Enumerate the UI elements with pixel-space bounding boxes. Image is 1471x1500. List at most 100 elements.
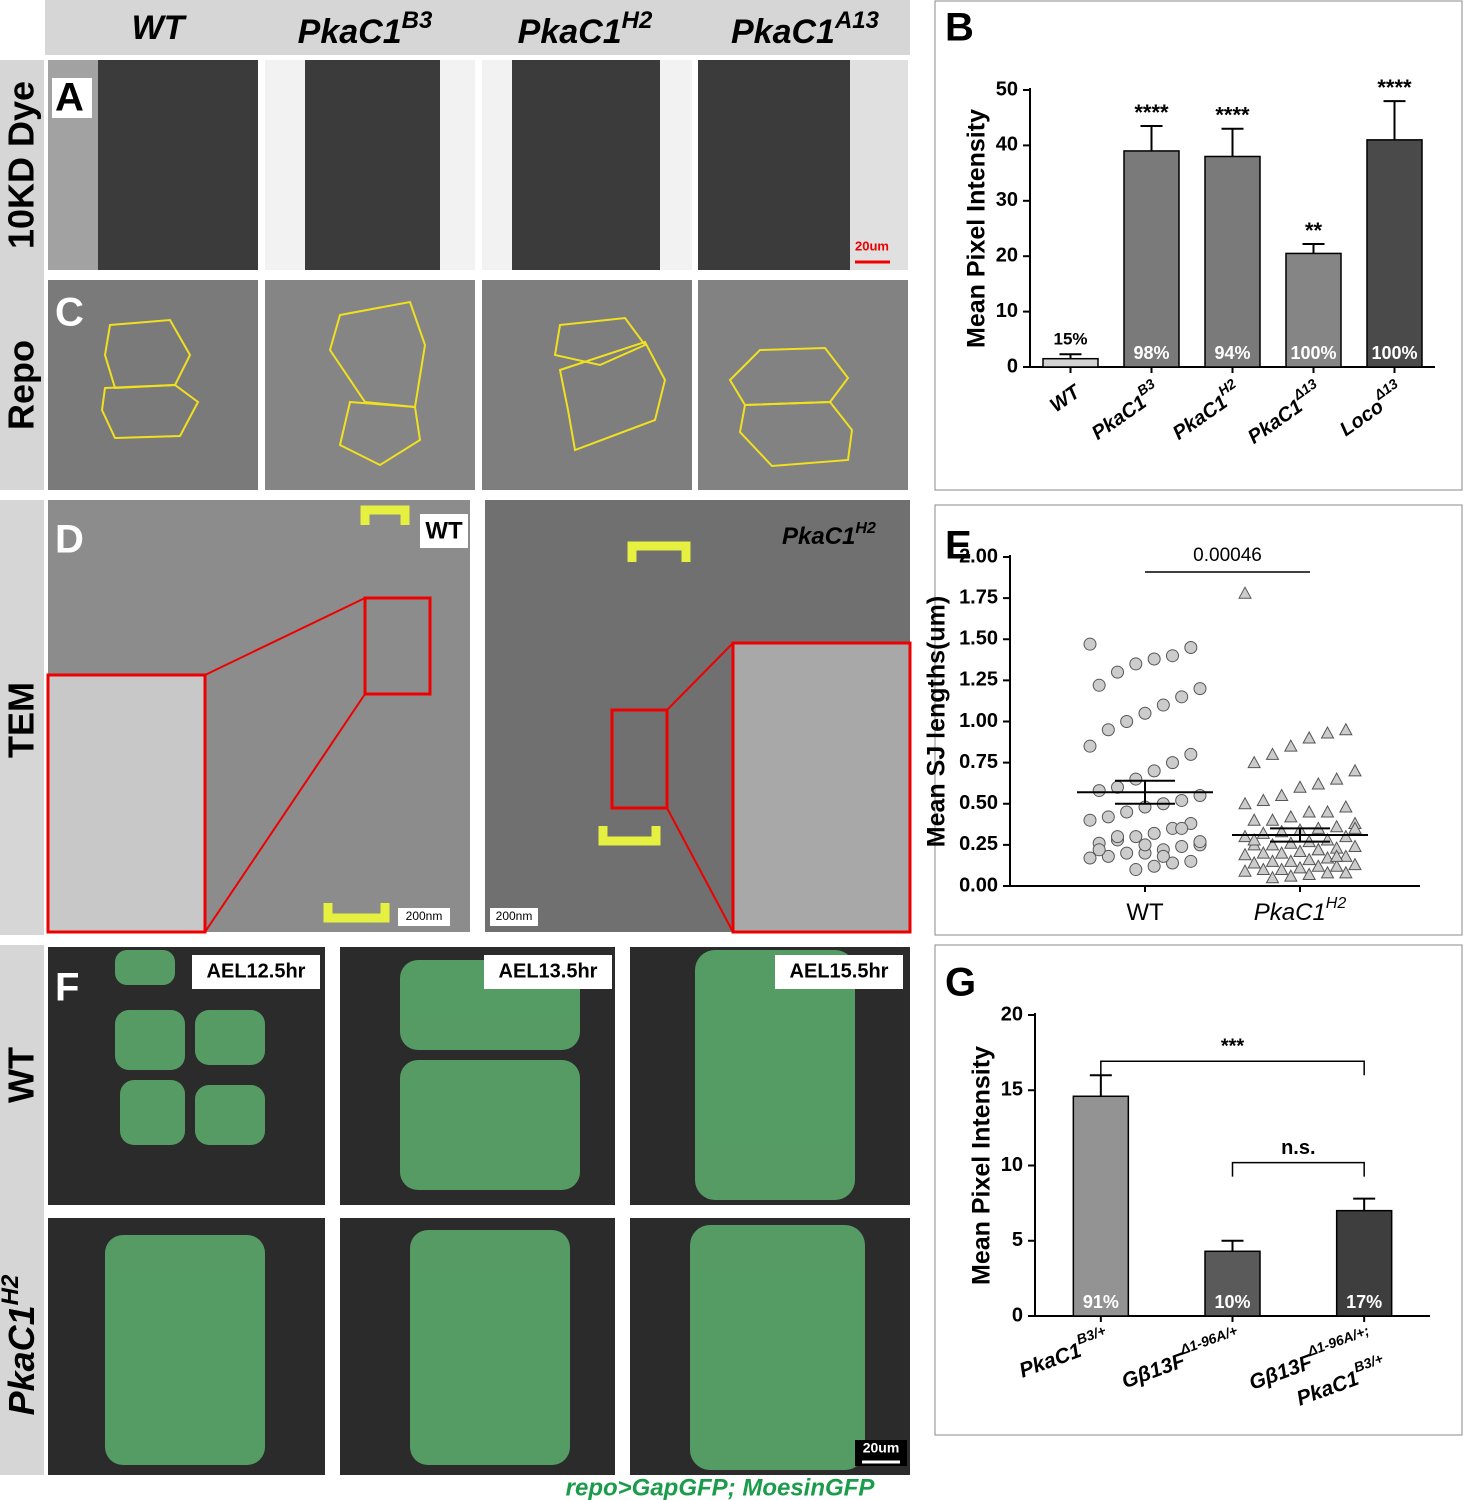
zoom-line	[204, 693, 366, 933]
category-label: Gβ13FΔ1-96A/+	[1116, 1322, 1244, 1393]
point	[1092, 678, 1106, 692]
zoom-box	[610, 708, 669, 810]
tem-label: WT	[425, 517, 463, 544]
outline	[338, 400, 422, 467]
point	[1311, 842, 1326, 856]
percent-label: 100%	[1371, 343, 1417, 363]
point	[1338, 865, 1353, 879]
panel-label: G	[945, 961, 976, 1005]
row-label-bar	[0, 60, 44, 490]
comparison-bracket	[1100, 1060, 1365, 1076]
point	[1320, 725, 1335, 739]
image-row-a	[48, 60, 908, 270]
zoom-line	[666, 807, 734, 933]
y-tick-label: 30	[996, 189, 1018, 211]
point	[1256, 793, 1271, 806]
micrograph	[482, 280, 692, 490]
point	[1083, 637, 1097, 651]
micrograph	[482, 60, 692, 270]
image-edge	[440, 60, 475, 270]
time-label: AEL12.5hr	[207, 960, 306, 982]
y-axis-title: Mean Pixel Intensity	[963, 109, 991, 348]
category-label: PkaC1B3/+	[1014, 1322, 1113, 1382]
point	[1120, 805, 1134, 819]
significance: ****	[1215, 103, 1250, 128]
label-base: PkaC1	[1016, 1339, 1084, 1383]
y-tick-label: 10	[996, 300, 1018, 322]
row-label: WT	[1, 1047, 42, 1103]
category-label: PkaC1H2	[1254, 895, 1347, 926]
point	[1348, 821, 1362, 834]
label-sup: B3/+	[1074, 1322, 1108, 1347]
point	[1247, 813, 1262, 826]
point	[1083, 739, 1097, 753]
point	[1247, 832, 1262, 846]
point	[1256, 862, 1271, 876]
point	[1338, 799, 1353, 813]
point	[1311, 776, 1326, 790]
y-tick-label: 20	[1001, 1003, 1023, 1025]
tem-inset	[731, 641, 912, 934]
point	[1156, 698, 1170, 712]
point	[1265, 747, 1280, 760]
label-box	[484, 955, 612, 989]
point	[1129, 772, 1143, 786]
label-sup: H2	[1326, 895, 1347, 912]
point	[1120, 846, 1134, 860]
y-tick-label: 0.75	[959, 751, 998, 773]
point	[1338, 849, 1353, 862]
label-base: PkaC1	[1169, 392, 1232, 445]
label-box	[420, 514, 468, 548]
caption: repo>GapGFP; MoesinGFP	[566, 1474, 876, 1500]
point	[1138, 706, 1152, 720]
bar	[1366, 139, 1423, 368]
label-sup: Δ1-96A/+	[1177, 1322, 1239, 1358]
outline	[738, 400, 854, 468]
point	[1238, 864, 1252, 877]
glia	[195, 1085, 265, 1145]
significance: **	[1305, 218, 1323, 243]
point	[1302, 852, 1317, 866]
point	[1129, 830, 1143, 844]
point	[1247, 855, 1262, 869]
point	[1193, 835, 1207, 849]
glia	[115, 950, 175, 985]
outline	[553, 316, 647, 367]
header-base: PkaC1	[518, 13, 622, 51]
comparison-bracket	[1231, 1161, 1365, 1177]
bar	[1204, 155, 1261, 368]
panel-frame	[934, 0, 1463, 491]
point	[1238, 796, 1252, 810]
point	[1302, 867, 1317, 880]
point	[1348, 839, 1362, 853]
label-base: WT	[1046, 380, 1086, 417]
outline	[100, 383, 200, 440]
y-tick-label: 0.00	[959, 874, 998, 896]
point	[1283, 869, 1298, 882]
panel-label: D	[55, 518, 84, 562]
tem-label-base: PkaC1	[782, 523, 855, 550]
point	[1184, 747, 1198, 761]
category-label: PkaC1Δ13	[1240, 375, 1328, 449]
percent-label: 10%	[1214, 1292, 1250, 1312]
comparison-label: ***	[1221, 1035, 1245, 1057]
micrograph	[698, 280, 908, 490]
header-bar	[45, 0, 910, 55]
tem-label-sup: H2	[855, 520, 876, 537]
header-label: PkaC1A13	[731, 7, 880, 51]
point	[1193, 682, 1207, 696]
point	[1166, 856, 1179, 870]
zoom-line	[666, 642, 734, 711]
percent-label: 98%	[1133, 343, 1169, 363]
header-sup: A13	[834, 7, 880, 34]
sj-brackets	[323, 505, 691, 923]
image-edge	[482, 60, 512, 270]
glia	[115, 1010, 185, 1070]
scale-bar-label: 20um	[863, 1440, 900, 1456]
micrograph	[265, 280, 475, 490]
outline	[558, 340, 667, 452]
y-axis-title: Mean Pixel Intensity	[968, 1046, 996, 1285]
row-label: TEM	[1, 682, 42, 758]
percent-label: 15%	[1053, 330, 1087, 349]
glia	[105, 1235, 265, 1465]
